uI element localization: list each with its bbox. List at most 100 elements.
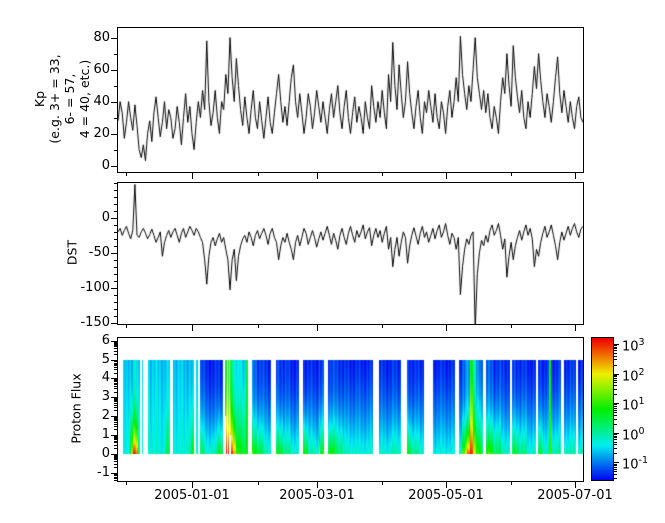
axis-tick — [614, 350, 617, 351]
colorbar — [591, 337, 614, 481]
axis-tick — [614, 408, 617, 409]
axis-tick — [114, 459, 117, 460]
axis-tick — [114, 361, 117, 362]
axis-tick — [111, 341, 117, 342]
axis-tick — [192, 482, 193, 488]
axis-tick — [114, 345, 117, 346]
axis-tick — [114, 379, 117, 380]
axis-tick — [126, 173, 127, 176]
axis-tick — [114, 281, 117, 282]
colorbar-tick-label: 101 — [622, 396, 645, 414]
axis-tick — [114, 392, 117, 393]
axis-tick — [114, 232, 117, 233]
axis-tick — [111, 435, 117, 436]
axis-tick — [114, 473, 117, 474]
axis-tick — [114, 436, 117, 437]
axis-tick — [114, 118, 117, 119]
axis-tick — [114, 422, 117, 423]
kp-panel — [117, 27, 584, 173]
axis-tick — [614, 469, 617, 470]
y-tick-label: 5 — [101, 352, 110, 367]
y-tick-label: 1 — [101, 427, 110, 442]
axis-tick — [126, 325, 127, 328]
axis-tick — [114, 442, 117, 443]
axis-tick — [614, 434, 617, 435]
axis-tick — [317, 173, 318, 179]
axis-tick — [114, 441, 117, 442]
axis-tick — [111, 102, 117, 103]
axis-tick — [511, 325, 512, 328]
axis-tick — [614, 419, 617, 420]
axis-tick — [317, 482, 318, 488]
axis-tick — [614, 478, 617, 479]
y-tick-label: -100 — [80, 280, 110, 295]
y-tick-label: 0 — [101, 210, 110, 225]
y-tick-label: 0 — [101, 158, 110, 173]
axis-tick — [114, 424, 117, 425]
axis-tick — [114, 54, 117, 55]
colorbar-tick-label: 103 — [622, 337, 645, 355]
axis-tick — [114, 400, 117, 401]
axis-tick — [614, 382, 617, 383]
axis-tick — [317, 325, 318, 331]
y-tick-label: 60 — [93, 62, 110, 77]
axis-tick — [614, 436, 617, 437]
axis-tick — [114, 150, 117, 151]
axis-tick — [614, 344, 619, 345]
y-tick-label: 40 — [93, 94, 110, 109]
axis-tick — [114, 388, 117, 389]
axis-tick — [111, 416, 117, 417]
axis-tick — [614, 348, 617, 349]
axis-tick — [114, 464, 117, 465]
axis-tick — [114, 448, 117, 449]
axis-tick — [614, 465, 617, 466]
axis-tick — [114, 309, 117, 310]
axis-tick — [446, 173, 447, 179]
axis-tick — [114, 190, 117, 191]
axis-tick — [114, 365, 117, 366]
x-tick-label: 2005-01-01 — [154, 488, 230, 503]
y-tick-label: 2 — [101, 408, 110, 423]
colorbar-tick-label: 10-1 — [622, 455, 649, 473]
axis-tick — [114, 183, 117, 184]
axis-tick — [192, 325, 193, 331]
proton-flux-panel — [117, 337, 584, 482]
axis-tick — [114, 407, 117, 408]
axis-tick — [614, 376, 617, 377]
axis-tick — [114, 346, 117, 347]
axis-tick — [114, 475, 117, 476]
dst-panel — [117, 182, 584, 325]
axis-tick — [258, 482, 259, 485]
axis-tick — [511, 482, 512, 485]
axis-tick — [258, 173, 259, 176]
axis-tick — [614, 453, 617, 454]
axis-tick — [111, 288, 117, 289]
axis-tick — [114, 403, 117, 404]
axis-tick — [114, 405, 117, 406]
axis-tick — [114, 456, 117, 457]
axis-tick — [114, 383, 117, 384]
axis-tick — [114, 467, 117, 468]
axis-tick — [114, 386, 117, 387]
axis-tick — [614, 347, 617, 348]
axis-tick — [614, 439, 617, 440]
axis-tick — [114, 455, 117, 456]
axis-tick — [382, 173, 383, 176]
axis-tick — [114, 360, 117, 361]
axis-tick — [114, 316, 117, 317]
axis-tick — [114, 373, 117, 374]
axis-tick — [114, 417, 117, 418]
axis-tick — [114, 474, 117, 475]
axis-tick — [114, 364, 117, 365]
x-tick-label: 2005-03-01 — [279, 488, 355, 503]
axis-tick — [614, 448, 617, 449]
axis-tick — [114, 418, 117, 419]
colorbar-tick-label: 100 — [622, 426, 645, 444]
axis-tick — [114, 384, 117, 385]
axis-tick — [114, 380, 117, 381]
axis-tick — [614, 378, 617, 379]
axis-tick — [446, 325, 447, 331]
y-tick-label: 3 — [101, 389, 110, 404]
axis-tick — [114, 429, 117, 430]
axis-tick — [614, 356, 617, 357]
